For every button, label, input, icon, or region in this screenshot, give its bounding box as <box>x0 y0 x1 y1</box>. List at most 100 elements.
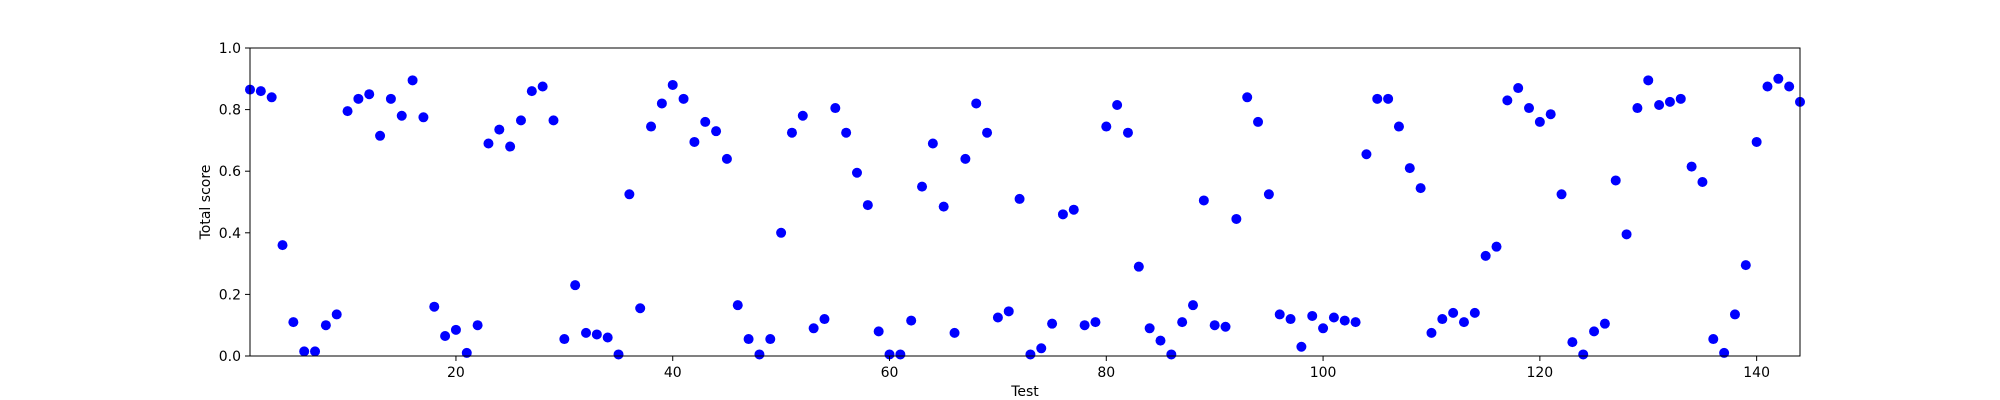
data-point <box>884 349 895 360</box>
data-point <box>483 138 494 149</box>
data-point <box>895 349 906 360</box>
data-point <box>971 98 982 109</box>
y-tick-label: 0.6 <box>219 164 241 180</box>
data-point <box>342 106 353 117</box>
data-point <box>461 347 472 358</box>
data-point <box>1697 176 1708 187</box>
data-point <box>678 93 689 104</box>
data-point <box>732 300 743 311</box>
data-point <box>1263 189 1274 200</box>
data-point <box>494 124 505 135</box>
data-point <box>1632 103 1643 114</box>
data-point <box>1740 260 1751 271</box>
data-point <box>1773 73 1784 84</box>
data-point <box>689 136 700 147</box>
data-point <box>1469 307 1480 318</box>
data-point <box>407 75 418 86</box>
data-point <box>667 79 678 90</box>
data-point <box>440 330 451 341</box>
data-point <box>1393 121 1404 132</box>
data-point <box>624 189 635 200</box>
y-tick-label: 1.0 <box>219 41 241 57</box>
data-point <box>873 326 884 337</box>
data-point <box>754 349 765 360</box>
data-point <box>982 127 993 138</box>
y-tick-label: 0.4 <box>219 226 241 242</box>
data-point <box>1708 334 1719 345</box>
data-point <box>1534 116 1545 127</box>
x-axis: 20 40 60 80 100 120 140 <box>447 356 1770 381</box>
data-point <box>1253 116 1264 127</box>
data-point <box>1003 306 1014 317</box>
data-point <box>1458 317 1469 328</box>
data-point <box>743 334 754 345</box>
data-point <box>1513 83 1524 94</box>
data-point <box>277 240 288 251</box>
data-point <box>1415 183 1426 194</box>
data-point <box>1231 213 1242 224</box>
data-point <box>786 127 797 138</box>
data-point <box>1589 326 1600 337</box>
data-point <box>266 92 277 103</box>
data-point <box>570 280 581 291</box>
data-point <box>1122 127 1133 138</box>
data-point <box>1328 312 1339 323</box>
data-point <box>656 98 667 109</box>
data-point <box>1144 323 1155 334</box>
data-point <box>917 181 928 192</box>
data-point <box>288 317 299 328</box>
data-point <box>1751 136 1762 147</box>
x-tick-label: 20 <box>447 365 465 381</box>
data-point <box>1610 175 1621 186</box>
data-point <box>776 227 787 238</box>
data-point <box>1339 315 1350 326</box>
y-tick-label: 0.8 <box>219 103 241 119</box>
data-point <box>1729 309 1740 320</box>
plot-frame <box>249 47 1801 357</box>
data-point <box>830 103 841 114</box>
data-point <box>1036 343 1047 354</box>
data-point <box>548 115 559 126</box>
data-point <box>429 301 440 312</box>
data-point <box>581 327 592 338</box>
x-tick-label: 60 <box>881 365 899 381</box>
data-point <box>1188 300 1199 311</box>
data-point <box>1675 93 1686 104</box>
data-point <box>1567 337 1578 348</box>
data-point <box>1480 250 1491 261</box>
data-point <box>1762 81 1773 92</box>
data-point <box>851 167 862 178</box>
data-point <box>613 349 624 360</box>
y-tick-label: 0.2 <box>219 287 241 303</box>
data-point <box>1057 209 1068 220</box>
data-point <box>700 116 711 127</box>
data-point <box>1307 310 1318 321</box>
data-point <box>1448 307 1459 318</box>
data-point <box>841 127 852 138</box>
y-axis-label: Total score <box>198 165 214 241</box>
data-point <box>396 110 407 121</box>
data-point <box>537 81 548 92</box>
data-point <box>1556 189 1567 200</box>
data-point <box>1784 81 1795 92</box>
data-point <box>1047 318 1058 329</box>
data-point <box>353 93 364 104</box>
data-point <box>1426 327 1437 338</box>
data-point <box>1296 341 1307 352</box>
data-point <box>1372 93 1383 104</box>
data-point <box>1285 314 1296 325</box>
data-point <box>1350 317 1361 328</box>
x-tick-label: 40 <box>664 365 682 381</box>
data-point <box>1112 99 1123 110</box>
data-point <box>1025 349 1036 360</box>
data-point <box>1599 318 1610 329</box>
data-point <box>1101 121 1112 132</box>
data-point <box>375 130 386 141</box>
data-point <box>646 121 657 132</box>
data-point <box>1491 241 1502 252</box>
data-point <box>310 346 321 357</box>
data-point <box>1383 93 1394 104</box>
y-axis: 0.0 0.2 0.4 0.6 0.8 1.0 <box>219 41 250 365</box>
data-point <box>1220 321 1231 332</box>
